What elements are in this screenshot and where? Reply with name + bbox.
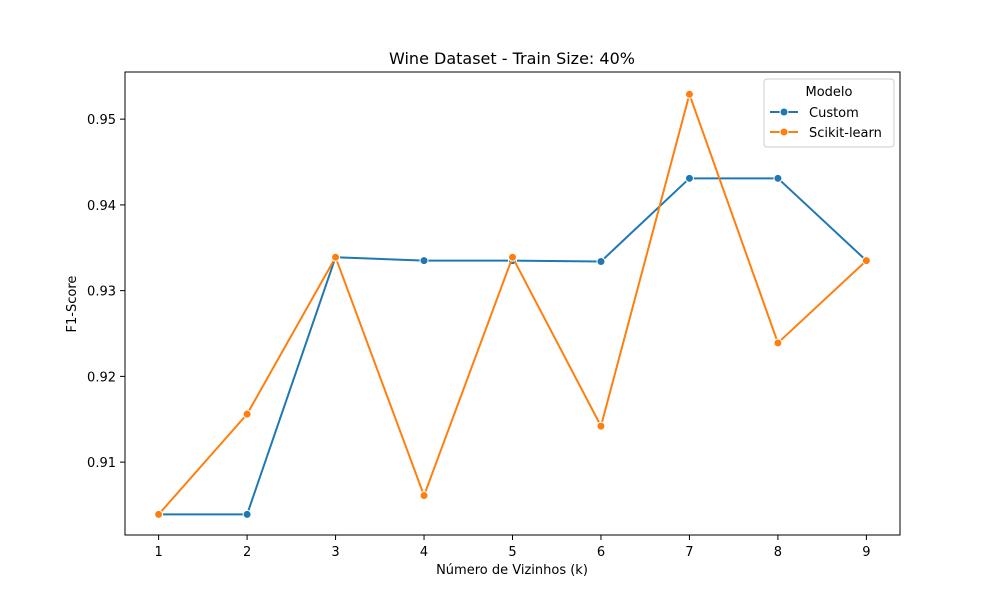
legend: Modelo Custom Scikit-learn <box>763 78 895 148</box>
data-point-custom <box>596 256 606 266</box>
data-point-scikit-learn <box>154 509 164 519</box>
data-point-scikit-learn <box>773 338 783 348</box>
data-point-custom <box>242 509 252 519</box>
data-point-scikit-learn <box>419 491 429 501</box>
legend-swatch-marker <box>779 127 789 137</box>
y-tick-label: 0.94 <box>87 199 116 214</box>
y-axis-title: F1-Score <box>65 276 80 333</box>
x-tick-label: 5 <box>508 545 516 560</box>
series-layer <box>154 89 871 519</box>
y-tick-label: 0.92 <box>87 370 116 385</box>
legend-label: Scikit-learn <box>809 126 882 141</box>
y-axis: 0.91 0.92 0.93 0.94 0.95 <box>87 113 125 471</box>
series-custom <box>154 173 871 519</box>
chart-title: Wine Dataset - Train Size: 40% <box>389 49 635 68</box>
x-tick-label: 3 <box>331 545 339 560</box>
y-tick-label: 0.95 <box>87 113 116 128</box>
data-point-custom <box>684 173 694 183</box>
legend-item-custom: Custom <box>770 106 859 121</box>
legend-title: Modelo <box>806 85 853 100</box>
data-point-custom <box>773 173 783 183</box>
data-point-scikit-learn <box>331 252 341 262</box>
data-point-custom <box>419 256 429 266</box>
legend-item-scikit-learn: Scikit-learn <box>770 126 882 141</box>
legend-label: Custom <box>809 106 859 121</box>
x-tick-label: 7 <box>685 545 693 560</box>
data-point-scikit-learn <box>861 256 871 266</box>
legend-box <box>763 78 895 148</box>
data-point-scikit-learn <box>596 421 606 431</box>
x-tick-label: 8 <box>774 545 782 560</box>
x-tick-label: 4 <box>420 545 428 560</box>
y-tick-label: 0.91 <box>87 456 116 471</box>
x-tick-label: 6 <box>597 545 605 560</box>
legend-swatch-marker <box>779 107 789 117</box>
data-point-scikit-learn <box>508 252 517 262</box>
x-tick-label: 2 <box>243 545 251 560</box>
data-point-scikit-learn <box>242 409 252 419</box>
series-line-scikit-learn <box>157 93 868 516</box>
series-scikit-learn <box>154 89 871 519</box>
x-tick-label: 9 <box>862 545 870 560</box>
series-line-custom <box>158 177 868 516</box>
x-axis: 1 2 3 4 5 6 7 8 9 <box>154 535 871 560</box>
x-tick-label: 1 <box>154 545 162 560</box>
data-point-scikit-learn <box>684 89 694 99</box>
x-axis-title: Número de Vizinhos (k) <box>436 563 588 578</box>
y-tick-label: 0.93 <box>87 285 116 300</box>
